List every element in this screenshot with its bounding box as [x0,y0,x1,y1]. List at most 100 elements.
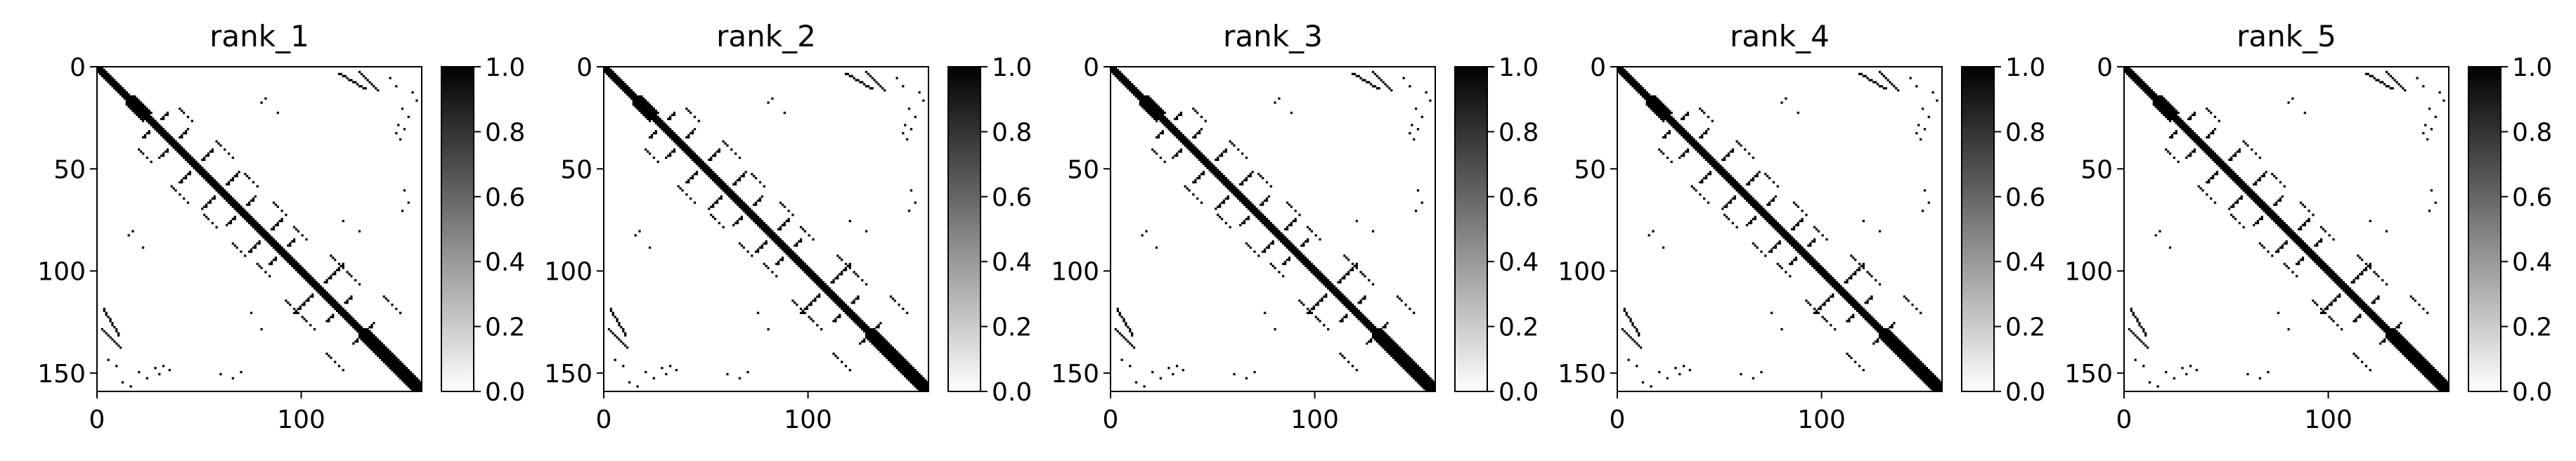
heatmap-cell [1625,77,1628,79]
heatmap-cell [184,154,188,157]
heatmap-cell [285,250,287,253]
heatmap-cell [1198,150,1201,153]
heatmap-cell [1339,299,1342,302]
heatmap-cell [403,375,406,378]
heatmap-cell [129,103,132,106]
heatmap-cell [1756,205,1759,208]
heatmap-cell [1231,187,1234,190]
heatmap-cell [1292,246,1295,249]
heatmap-cell [632,103,635,106]
heatmap-cell [1703,156,1706,160]
heatmap-cell [1343,301,1346,304]
heatmap-cell [1288,244,1291,247]
heatmap-cell [791,259,794,261]
heatmap-cell [246,218,249,221]
heatmap-cell [1621,67,1624,70]
heatmap-cell [113,87,116,90]
heatmap-cell [299,271,302,273]
heatmap-cell [1305,261,1307,264]
heatmap-cell [884,342,886,345]
heatmap-cell [724,183,727,186]
heatmap-cell [918,372,921,376]
heatmap-cell [677,144,680,147]
heatmap-cell [170,140,173,143]
heatmap-cell [832,352,835,356]
heatmap-cell [1351,266,1354,270]
heatmap-cell [226,199,228,202]
heatmap-cell [1286,259,1289,261]
heatmap-cell [1319,279,1321,282]
heatmap-cell [671,138,674,141]
heatmap-cell [238,207,240,210]
heatmap-cell [794,244,796,247]
heatmap-cell [1414,365,1418,368]
heatmap-cell [1413,365,1416,368]
heatmap-cell [853,313,855,316]
heatmap-cell [679,146,682,149]
heatmap-cell [415,385,418,388]
heatmap-cell [1789,240,1792,243]
heatmap-cell [317,287,321,290]
heatmap-cell [420,385,422,388]
heatmap-cell [1253,250,1256,253]
heatmap-cell [1384,332,1387,335]
heatmap-cell [611,77,614,79]
heatmap-cell [123,93,127,96]
heatmap-cell [1787,234,1789,237]
heatmap-cell [107,79,110,82]
heatmap-cell [287,254,290,257]
heatmap-cell [765,242,768,245]
heatmap-cell [1823,275,1826,278]
heatmap-cell [1310,262,1314,266]
heatmap-cell [1306,238,1309,241]
heatmap-cell [1116,68,1119,72]
heatmap-cell [1416,367,1420,370]
heatmap-cell [158,156,161,160]
heatmap-cell [1664,115,1667,118]
heatmap-cell [1208,164,1211,167]
heatmap-cell [850,318,853,320]
heatmap-cell [713,152,717,155]
heatmap-cell [765,264,768,268]
heatmap-cell [358,332,361,335]
heatmap-cell [671,150,674,153]
heatmap-cell [384,348,387,351]
heatmap-cell [1370,326,1373,329]
heatmap-cell [884,352,886,356]
heatmap-cell [796,304,798,306]
heatmap-cell [105,79,108,82]
heatmap-cell [798,240,801,243]
heatmap-cell [685,150,688,153]
heatmap-cell [1351,72,1354,75]
heatmap-cell [1290,221,1293,225]
heatmap-cell [148,122,150,124]
heatmap-cell [879,344,882,347]
heatmap-cell [183,156,186,160]
heatmap-cell [1799,244,1801,247]
heatmap-cell [1801,250,1804,253]
heatmap-cell [274,203,278,206]
heatmap-cell [626,89,629,92]
heatmap-cell [687,152,690,155]
heatmap-cell [160,126,163,129]
heatmap-cell [699,164,702,167]
heatmap-cell [638,108,641,110]
heatmap-cell [1803,248,1806,251]
heatmap-cell [1151,370,1154,374]
heatmap-cell [728,189,731,192]
heatmap-cell [1298,252,1301,255]
heatmap-cell [853,299,855,302]
heatmap-cell [1249,246,1252,249]
heatmap-cell [1292,248,1295,251]
heatmap-cell [113,83,116,86]
heatmap-cell [661,128,664,131]
heatmap-cell [1704,158,1708,162]
heatmap-cell [1212,164,1215,167]
heatmap-cell [366,332,369,335]
heatmap-cell [1188,140,1191,143]
heatmap-cell [1134,89,1138,92]
colorbar-tick-label: 0.4 [1499,248,1539,277]
heatmap-cell [154,128,157,131]
heatmap-cell [1147,99,1150,102]
x-tick-label: 0 [596,405,612,434]
